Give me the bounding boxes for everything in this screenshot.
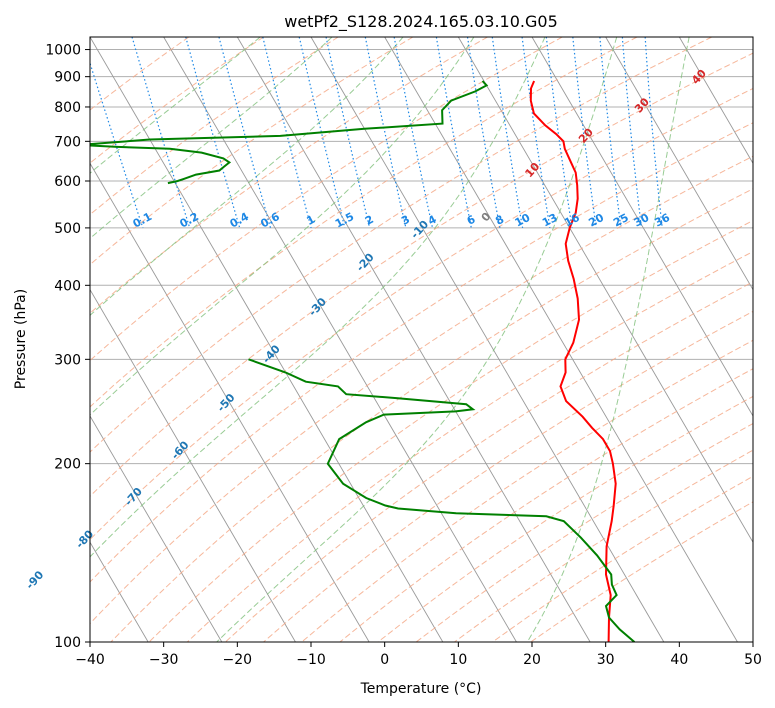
x-tick-label: −20 [223,652,253,668]
isotherm-line [605,37,753,291]
isotherm-line [0,37,74,642]
dry-adiabat-line [377,395,753,642]
dry-adiabat-line [148,219,753,642]
isotherm-line [531,37,753,417]
y-tick-label: 100 [54,635,81,651]
y-tick-label: 900 [54,70,81,86]
dry-adiabat-line [90,37,638,408]
mixing-ratio-line [364,37,407,229]
y-tick-label: 600 [54,174,81,190]
dry-adiabat-line [263,310,753,642]
mixing-ratio-line [644,37,663,228]
moist-adiabat-line [90,37,404,316]
dry-adiabat-line [90,37,414,266]
isotherm-label: -90 [23,568,46,592]
y-tick-label: 200 [54,457,81,473]
x-axis-title: Temperature (°C) [360,681,482,697]
y-tick-label: 400 [54,278,81,294]
moist-adiabat-line [90,37,475,416]
dry-adiabat-line [90,37,712,453]
mixing-ratio-label: 16 [562,211,582,230]
mixing-ratio-line [545,37,573,228]
isotherm-line [236,37,591,642]
dry-adiabat-line [90,155,753,625]
dry-adiabat-line [90,37,488,314]
dry-adiabat-line [301,339,753,642]
moist-adiabat-line [90,37,333,240]
dry-adiabat-line [90,87,753,541]
moist-adiabat-line [90,37,546,558]
mixing-ratio-line [621,37,643,228]
mixing-ratio-label: 10 [513,211,533,230]
mixing-ratio-line [521,37,551,228]
dry-adiabat-line [90,122,753,583]
plot-area [0,37,753,642]
dry-adiabat-line [339,368,753,642]
x-tick-label: −10 [296,652,326,668]
mixing-ratio-label: 13 [540,211,560,230]
dry-adiabats [90,37,753,642]
mixing-ratio-line [131,37,191,229]
dry-adiabat-line [90,37,563,362]
mixing-ratio-line [599,37,622,228]
isotherm-line [384,37,738,642]
dry-adiabat-line [186,251,753,642]
isotherm-label: -100 [0,609,1,638]
y-tick-label: 800 [54,100,81,116]
x-tick-label: −40 [75,652,105,668]
x-tick-label: 20 [523,652,541,668]
dry-adiabat-line [90,37,339,216]
y-tick-label: 1000 [45,43,81,59]
mixing-ratio-label: 30 [632,211,652,230]
mixing-ratio-line [218,37,272,229]
dry-adiabat-line [90,37,264,164]
plot-frame [89,36,754,643]
dewpoint-profile-line-upper [248,358,636,642]
x-axis-ticks: −40 −30 −20 −10 0 10 20 30 40 50 [75,642,762,668]
x-tick-label: 50 [744,652,762,668]
mixing-ratio-label: 20 [586,211,606,230]
skewed-isotherm-grid [0,37,753,642]
isotherm-line [457,37,753,544]
dewpoint-profile-line [90,80,489,185]
mixing-ratio-line [185,37,241,229]
mixing-ratio-line [572,37,597,228]
moist-adiabat-line [526,37,690,642]
mixing-ratio-lines [90,37,663,229]
isotherm-line [0,37,1,642]
mixing-ratio-label: 36 [652,211,672,230]
x-tick-label: 30 [597,652,615,668]
x-tick-label: 40 [670,652,688,668]
isotherm-line [90,37,444,642]
y-tick-label: 300 [54,352,81,368]
x-tick-label: 0 [380,652,389,668]
y-axis-ticks: 100 200 300 400 500 600 700 800 900 1000 [45,43,90,651]
mixing-ratio-label: 25 [611,211,631,230]
plot-background [90,37,753,642]
y-axis-title: Pressure (hPa) [13,289,29,389]
x-tick-label: −30 [149,652,179,668]
x-tick-label: 10 [449,652,467,668]
dry-adiabat-line [90,52,753,497]
pressure-grid [90,49,753,642]
sounding-profiles [90,80,636,642]
y-tick-label: 700 [54,134,81,150]
isotherm-line [752,37,753,38]
mixing-ratio-line [325,37,371,229]
temperature-profile-line [529,80,617,642]
mixing-ratio-line [298,37,346,229]
isotherm-line [90,415,223,642]
isotherm-line [90,162,370,642]
isotherm-line [678,37,753,165]
mixing-ratio-line [262,37,312,229]
dry-adiabat-line [225,281,753,642]
chart-title: wetPf2_S128.2024.165.03.10.G05 [284,12,558,32]
isotherm-line [90,288,296,642]
mixing-ratio-line [491,37,524,229]
y-tick-label: 500 [54,221,81,237]
